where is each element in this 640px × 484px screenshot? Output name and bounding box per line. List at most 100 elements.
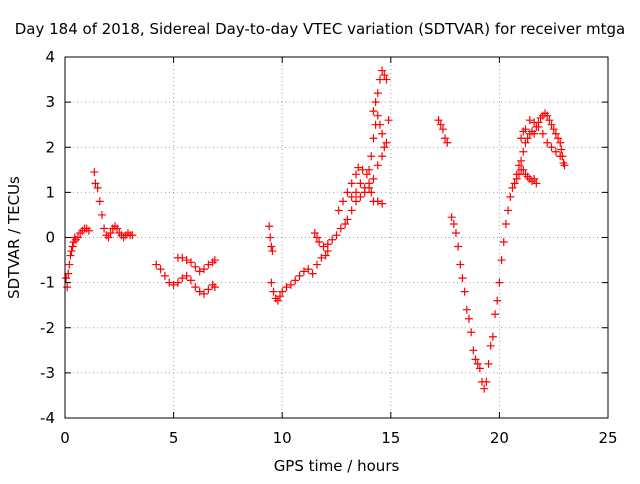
data-point [65, 260, 74, 269]
data-point [551, 129, 560, 138]
data-point [267, 278, 276, 287]
data-point [369, 134, 378, 143]
data-point [521, 125, 530, 134]
data-point [530, 129, 539, 138]
x-tick-label: 5 [169, 429, 179, 447]
data-point [365, 165, 374, 174]
data-point [560, 161, 569, 170]
data-point [152, 260, 161, 269]
data-point [367, 188, 376, 197]
y-tick-label: -4 [40, 409, 55, 427]
data-point [499, 238, 508, 247]
data-point [341, 219, 350, 228]
data-point [484, 359, 493, 368]
data-point [549, 125, 558, 134]
data-point [464, 314, 473, 323]
data-point [165, 278, 174, 287]
data-point [378, 152, 387, 161]
data-point [495, 278, 504, 287]
data-point [68, 242, 77, 251]
data-point [347, 206, 356, 215]
data-point [384, 116, 393, 125]
data-point [462, 305, 471, 314]
data-point [339, 197, 348, 206]
data-point [191, 283, 200, 292]
data-point [156, 265, 165, 274]
data-point [304, 265, 313, 274]
data-point [488, 332, 497, 341]
data-point [547, 120, 556, 129]
data-point [178, 253, 187, 262]
data-point [475, 364, 484, 373]
data-point [204, 260, 213, 269]
x-tick-label: 20 [490, 429, 509, 447]
data-point [458, 274, 467, 283]
data-point [276, 292, 285, 301]
data-point [491, 310, 500, 319]
y-tick-label: 1 [45, 183, 55, 201]
x-tick-label: 0 [60, 429, 70, 447]
data-point [514, 161, 523, 170]
data-point [543, 111, 552, 120]
data-point [347, 179, 356, 188]
data-point [373, 89, 382, 98]
data-point [352, 197, 361, 206]
data-point [493, 296, 502, 305]
data-point [519, 165, 528, 174]
data-point [530, 118, 539, 127]
data-point [532, 179, 541, 188]
data-point [501, 219, 510, 228]
data-point [104, 233, 113, 242]
x-tick-label: 10 [273, 429, 292, 447]
data-point [334, 206, 343, 215]
data-point [347, 192, 356, 201]
data-point [375, 120, 384, 129]
data-point [319, 242, 328, 251]
data-point [380, 143, 389, 152]
data-point [332, 231, 341, 240]
data-point [315, 238, 324, 247]
data-point [63, 283, 72, 292]
x-tick-label: 15 [381, 429, 400, 447]
data-point [530, 174, 539, 183]
data-point [506, 192, 515, 201]
data-point [504, 206, 513, 215]
data-point [282, 283, 291, 292]
data-point [178, 274, 187, 283]
data-point [434, 116, 443, 125]
data-point [356, 179, 365, 188]
data-point [369, 107, 378, 116]
data-point [266, 233, 275, 242]
data-point [382, 75, 391, 84]
data-point [317, 253, 326, 262]
data-point [443, 138, 452, 147]
data-point [362, 170, 371, 179]
y-tick-label: 0 [45, 229, 55, 247]
data-point [195, 267, 204, 276]
data-point [352, 170, 361, 179]
y-tick-label: 4 [45, 48, 55, 66]
data-point [534, 122, 543, 131]
data-point [471, 355, 480, 364]
data-point [204, 285, 213, 294]
data-point [106, 228, 115, 237]
data-point [67, 247, 76, 256]
y-tick-label: -1 [40, 274, 55, 292]
data-point [510, 179, 519, 188]
data-point [480, 384, 489, 393]
data-point [557, 145, 566, 154]
data-point [64, 269, 73, 278]
data-point [473, 359, 482, 368]
data-point [321, 251, 330, 260]
data-point [90, 168, 99, 177]
data-point [382, 138, 391, 147]
data-point [173, 278, 182, 287]
data-point [545, 116, 554, 125]
data-markers [62, 66, 569, 393]
data-point [378, 199, 387, 208]
data-point [299, 267, 308, 276]
data-point [182, 256, 191, 265]
y-tick-label: 3 [45, 93, 55, 111]
